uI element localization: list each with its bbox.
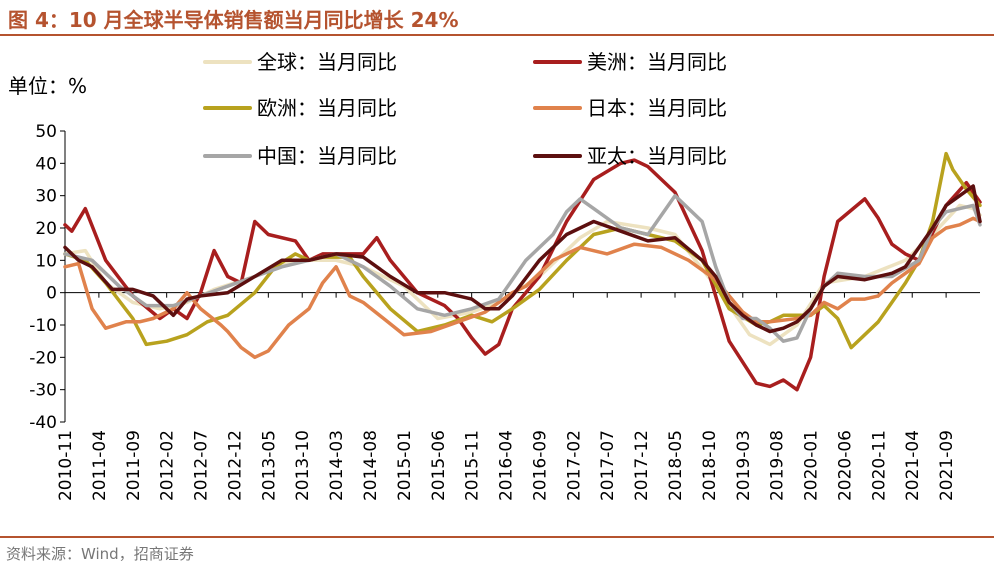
chart-title: 图 4：10 月全球半导体销售额当月同比增长 24% [8, 8, 459, 32]
y-tick-label: 10 [35, 251, 57, 271]
x-tick-label: 2021-09 [937, 430, 957, 501]
series-line-1 [63, 158, 982, 392]
x-tick-label: 2011-09 [124, 430, 144, 501]
y-tick-label: -10 [29, 316, 57, 336]
x-tick-label: 2015-11 [463, 430, 483, 501]
x-tick-label: 2017-07 [598, 430, 618, 501]
series-line-3 [63, 216, 982, 360]
x-tick-label: 2011-04 [90, 430, 110, 501]
legend-label: 美洲：当月同比 [587, 50, 727, 74]
x-tick-label: 2012-12 [225, 430, 245, 501]
y-tick-label: 20 [35, 219, 57, 239]
series-layer [63, 151, 982, 392]
legend-label: 中国：当月同比 [257, 144, 397, 168]
legend-label: 全球：当月同比 [257, 50, 397, 74]
x-tick-label: 2016-09 [530, 430, 550, 501]
legend-label: 欧洲：当月同比 [257, 96, 397, 120]
x-tick-label: 2016-04 [497, 430, 517, 501]
y-unit-label: 单位：% [8, 74, 87, 98]
x-tick-label: 2012-07 [192, 430, 212, 501]
y-tick-label: -30 [29, 381, 57, 401]
series-line-5 [63, 184, 982, 334]
y-tick-label: 50 [35, 122, 57, 142]
legend-label: 日本：当月同比 [587, 96, 727, 120]
x-tick-label: 2014-08 [361, 430, 381, 501]
x-tick-label: 2020-06 [835, 430, 855, 501]
x-tick-label: 2018-10 [700, 430, 720, 501]
x-tick-label: 2017-12 [632, 430, 652, 501]
title-divider [0, 34, 994, 36]
footer-divider [0, 536, 994, 538]
source-note: 资料来源：Wind，招商证券 [6, 545, 194, 563]
series-line-2 [63, 151, 982, 350]
x-tick-label: 2019-08 [768, 430, 788, 501]
x-tick-label: 2013-10 [293, 430, 313, 501]
y-tick-label: -40 [29, 413, 57, 433]
legend-label: 亚太：当月同比 [587, 144, 727, 168]
y-tick-label: 40 [35, 154, 57, 174]
y-tick-label: -20 [29, 348, 57, 368]
x-tick-label: 2020-11 [869, 430, 889, 501]
x-tick-label: 2014-03 [327, 430, 347, 501]
x-tick-label: 2021-04 [903, 430, 923, 501]
x-tick-label: 2017-02 [564, 430, 584, 501]
x-tick-label: 2020-01 [802, 430, 822, 501]
x-tick-label: 2015-01 [395, 430, 415, 501]
x-tick-label: 2015-06 [429, 430, 449, 501]
x-tick-label: 2019-03 [734, 430, 754, 501]
y-tick-label: 0 [46, 284, 57, 304]
x-tick-label: 2012-02 [158, 430, 178, 501]
x-tick-label: 2010-11 [56, 430, 76, 501]
y-tick-label: 30 [35, 187, 57, 207]
x-tick-label: 2018-05 [666, 430, 686, 501]
x-tick-label: 2013-05 [259, 430, 279, 501]
